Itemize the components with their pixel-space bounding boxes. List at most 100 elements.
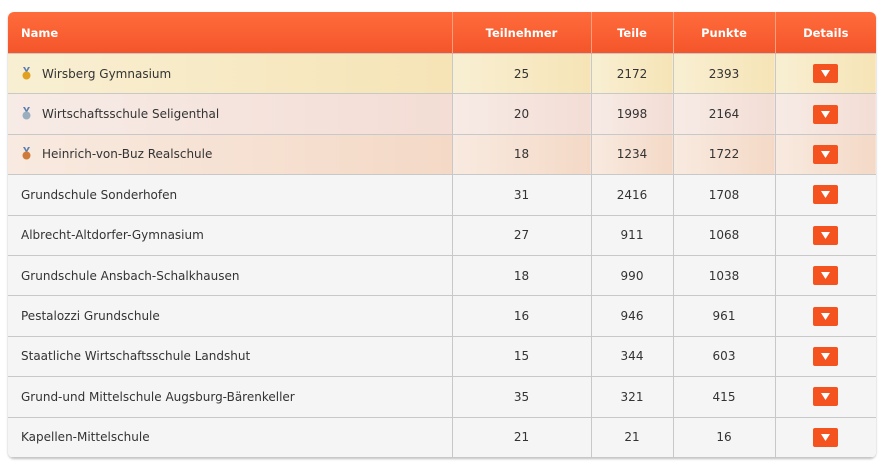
- arrow-icon: [821, 150, 831, 158]
- column-header: Details: [775, 12, 876, 54]
- arrow-icon: [821, 352, 831, 360]
- details-button[interactable]: [813, 64, 839, 84]
- arrow-icon: [821, 272, 831, 280]
- arrow-icon: [821, 110, 831, 118]
- table-row: Heinrich-von-Buz Realschule 18 1234 1722: [8, 133, 876, 176]
- arrow-icon: [821, 393, 831, 401]
- table-row: Kapellen-Mittelschule 21 21 16: [8, 416, 876, 458]
- participants-cell: 15: [451, 335, 592, 378]
- details-cell: [774, 93, 876, 135]
- ranking-table: Name Teilnehmer Teile Punkte Details Wirsber…: [8, 12, 876, 458]
- medal-icon: [22, 66, 31, 80]
- details-cell: [774, 174, 876, 216]
- points-cell: 16: [672, 416, 776, 458]
- details-cell: [774, 376, 876, 418]
- details-button[interactable]: [813, 306, 839, 326]
- points-cell: 2164: [672, 93, 776, 135]
- points-cell: 961: [672, 295, 776, 337]
- school-name: Heinrich-von-Buz Realschule: [42, 147, 213, 162]
- name-cell: Heinrich-von-Buz Realschule: [8, 133, 453, 176]
- details-button[interactable]: [813, 144, 839, 164]
- school-name: Grundschule Sonderhofen: [21, 187, 178, 202]
- arrow-icon: [821, 312, 831, 320]
- arrow-icon: [821, 433, 831, 441]
- parts-cell: 2172: [590, 52, 674, 95]
- table-row: Pestalozzi Grundschule 16 946 961: [8, 295, 876, 337]
- participants-cell: 27: [451, 214, 592, 256]
- school-name: Wirsberg Gymnasium: [42, 66, 172, 81]
- parts-cell: 911: [590, 214, 674, 256]
- participants-cell: 16: [451, 295, 592, 337]
- school-name: Grund-und Mittelschule Augsburg-Bärenkel…: [21, 389, 295, 404]
- school-name: Albrecht-Altdorfer-Gymnasium: [21, 228, 204, 243]
- points-cell: 2393: [672, 52, 776, 95]
- name-cell: Grundschule Sonderhofen: [8, 174, 453, 216]
- points-cell: 1038: [672, 254, 776, 297]
- details-cell: [774, 416, 876, 458]
- parts-cell: 1234: [590, 133, 674, 176]
- column-header: Teile: [591, 12, 674, 54]
- details-cell: [774, 214, 876, 256]
- parts-cell: 344: [590, 335, 674, 378]
- details-button[interactable]: [813, 104, 839, 124]
- name-cell: Wirtschaftsschule Seligenthal: [8, 93, 453, 135]
- details-button[interactable]: [813, 225, 839, 245]
- parts-cell: 946: [590, 295, 674, 337]
- name-cell: Grund-und Mittelschule Augsburg-Bärenkel…: [8, 376, 453, 418]
- details-cell: [774, 254, 876, 297]
- parts-cell: 990: [590, 254, 674, 297]
- column-header: Punkte: [673, 12, 776, 54]
- name-cell: Albrecht-Altdorfer-Gymnasium: [8, 214, 453, 256]
- name-cell: Staatliche Wirtschaftsschule Landshut: [8, 335, 453, 378]
- points-cell: 1722: [672, 133, 776, 176]
- school-name: Kapellen-Mittelschule: [21, 430, 150, 445]
- details-button[interactable]: [813, 427, 839, 447]
- table-row: Grund-und Mittelschule Augsburg-Bärenkel…: [8, 376, 876, 418]
- column-header: Teilnehmer: [452, 12, 592, 54]
- table-row: Grundschule Ansbach-Schalkhausen 18 990 103…: [8, 254, 876, 297]
- arrow-icon: [821, 231, 831, 239]
- header-row: Name Teilnehmer Teile Punkte Details: [8, 12, 876, 54]
- column-header: Name: [8, 12, 453, 54]
- participants-cell: 20: [451, 93, 592, 135]
- name-cell: Pestalozzi Grundschule: [8, 295, 453, 337]
- points-cell: 603: [672, 335, 776, 378]
- details-cell: [774, 295, 876, 337]
- participants-cell: 25: [451, 52, 592, 95]
- participants-cell: 18: [451, 254, 592, 297]
- arrow-icon: [821, 70, 831, 78]
- school-name: Pestalozzi Grundschule: [21, 309, 160, 324]
- table-row: Grundschule Sonderhofen 31 2416 1708: [8, 174, 876, 216]
- medal-icon: [22, 147, 31, 160]
- parts-cell: 21: [590, 416, 674, 458]
- details-cell: [774, 335, 876, 378]
- school-name: Staatliche Wirtschaftsschule Landshut: [21, 349, 251, 364]
- details-cell: [774, 52, 876, 95]
- participants-cell: 31: [451, 174, 592, 216]
- parts-cell: 321: [590, 376, 674, 418]
- parts-cell: 1998: [590, 93, 674, 135]
- participants-cell: 35: [451, 376, 592, 418]
- details-button[interactable]: [813, 266, 839, 286]
- details-button[interactable]: [813, 185, 839, 205]
- table-body: Wirsberg Gymnasium 25 2172 2393 Wirtschaftss…: [8, 52, 876, 458]
- table-row: Wirsberg Gymnasium 25 2172 2393: [8, 52, 876, 95]
- table-row: Staatliche Wirtschaftsschule Landshut 15 3…: [8, 335, 876, 378]
- medal-icon: [22, 107, 31, 120]
- points-cell: 415: [672, 376, 776, 418]
- name-cell: Wirsberg Gymnasium: [8, 52, 453, 95]
- points-cell: 1068: [672, 214, 776, 256]
- arrow-icon: [821, 191, 831, 199]
- name-cell: Grundschule Ansbach-Schalkhausen: [8, 254, 453, 297]
- points-cell: 1708: [672, 174, 776, 216]
- parts-cell: 2416: [590, 174, 674, 216]
- table-row: Albrecht-Altdorfer-Gymnasium 27 911 1068: [8, 214, 876, 256]
- school-name: Wirtschaftsschule Seligenthal: [42, 107, 220, 122]
- name-cell: Kapellen-Mittelschule: [8, 416, 453, 458]
- details-button[interactable]: [813, 346, 839, 366]
- details-button[interactable]: [813, 387, 839, 407]
- ranking-table-container: Name Teilnehmer Teile Punkte Details Wirsber…: [8, 12, 876, 458]
- table-row: Wirtschaftsschule Seligenthal 20 1998 2164: [8, 93, 876, 135]
- participants-cell: 21: [451, 416, 592, 458]
